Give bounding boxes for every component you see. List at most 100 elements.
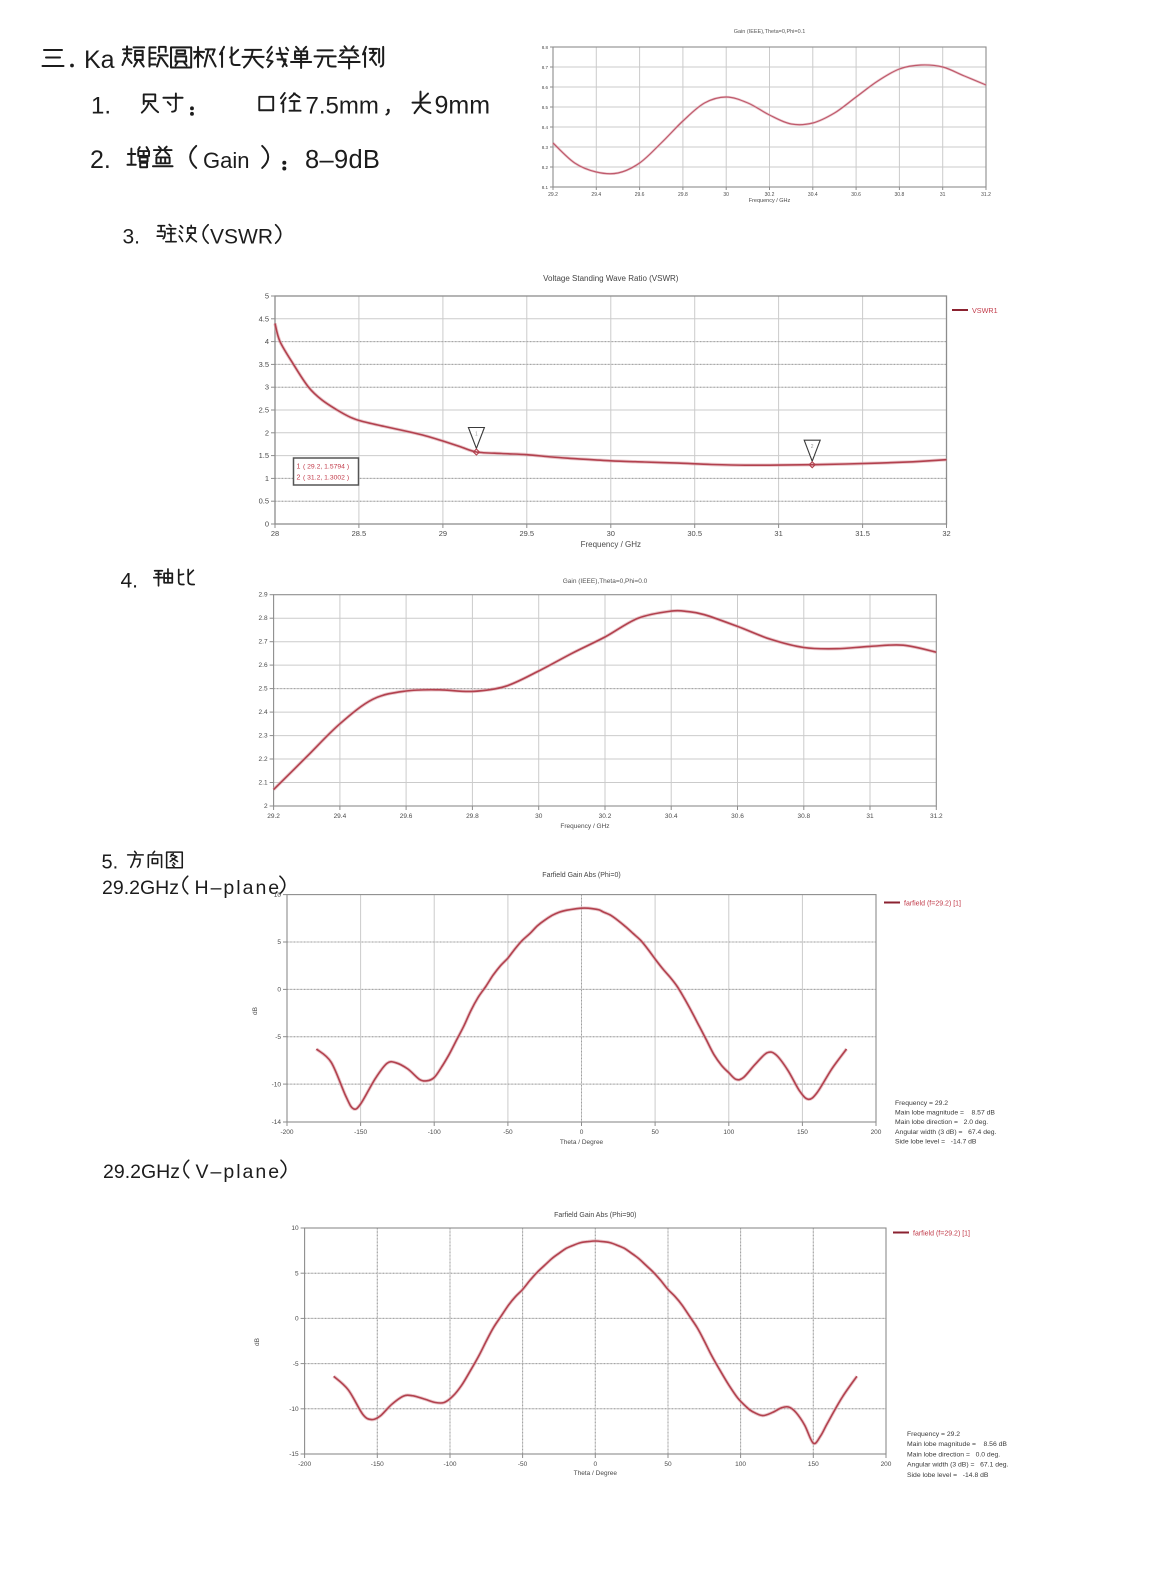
svg-text:1: 1 [297, 464, 301, 471]
svg-text:29.6: 29.6 [400, 813, 413, 820]
svg-text:30.4: 30.4 [665, 813, 678, 820]
svg-text:-200: -200 [280, 1129, 293, 1136]
svg-text:2.5: 2.5 [259, 686, 268, 693]
svg-text:31.5: 31.5 [855, 529, 870, 538]
svg-text:VSWR1: VSWR1 [972, 306, 998, 315]
svg-text:2.9: 2.9 [259, 592, 268, 599]
svg-text:5: 5 [277, 939, 281, 946]
svg-text:2.: 2. [90, 146, 111, 174]
svg-text:0: 0 [265, 520, 269, 529]
svg-text:30.2: 30.2 [765, 192, 775, 198]
svg-text:Ka: Ka [84, 46, 115, 74]
svg-text:2.4: 2.4 [259, 709, 268, 716]
svg-text:2: 2 [811, 444, 814, 450]
svg-text:Main lobe magnitude = 8.57: Main lobe magnitude = 8.57 dB [895, 1110, 995, 1117]
svg-text:Frequency = 29.2: Frequency = 29.2 [907, 1431, 960, 1438]
svg-text:2: 2 [265, 428, 269, 437]
svg-text:3.: 3. [123, 225, 141, 248]
svg-text:8.8: 8.8 [542, 45, 549, 50]
svg-text:-150: -150 [354, 1129, 367, 1136]
svg-text:farfield (f=29.2) [1]: farfield (f=29.2) [1] [913, 1231, 970, 1238]
svg-text:8.2: 8.2 [542, 165, 549, 170]
svg-text:2.6: 2.6 [259, 662, 268, 669]
svg-text:3: 3 [265, 383, 269, 392]
svg-text:30.6: 30.6 [731, 813, 744, 820]
svg-text:Gain (IEEE),Theta=0,Phi=0.1: Gain (IEEE),Theta=0,Phi=0.1 [734, 29, 806, 35]
svg-text:3.5: 3.5 [259, 360, 269, 369]
svg-text:50: 50 [664, 1461, 672, 1468]
svg-text:30.8: 30.8 [797, 813, 810, 820]
svg-text:-10: -10 [289, 1406, 299, 1413]
svg-text:Main lobe direction = 0.0 de: Main lobe direction = 0.0 deg. [907, 1451, 1000, 1458]
svg-text:2.1: 2.1 [259, 780, 268, 787]
svg-text:dB: dB [252, 1007, 259, 1015]
svg-text:8.3: 8.3 [542, 145, 549, 150]
svg-text:150: 150 [797, 1129, 808, 1136]
svg-text:31: 31 [866, 813, 874, 820]
svg-text:Theta / Degree: Theta / Degree [560, 1139, 604, 1146]
svg-text:30: 30 [535, 813, 543, 820]
svg-text:2: 2 [264, 803, 268, 810]
svg-text:29.2: 29.2 [267, 813, 280, 820]
svg-text:30.8: 30.8 [895, 192, 905, 198]
svg-text:Angular width (3 dB) = 67.4: Angular width (3 dB) = 67.4 deg. [895, 1129, 997, 1136]
svg-text:0: 0 [277, 987, 281, 994]
svg-text:29.2GHz: 29.2GHz [102, 877, 179, 899]
svg-text:Frequency / GHz: Frequency / GHz [581, 540, 641, 549]
svg-text:0: 0 [295, 1316, 299, 1323]
svg-text:31: 31 [774, 529, 782, 538]
svg-text:150: 150 [808, 1461, 819, 1468]
svg-text:dB: dB [254, 1338, 261, 1346]
svg-text:5.: 5. [102, 852, 119, 874]
svg-text:Theta / Degree: Theta / Degree [574, 1470, 618, 1477]
svg-text:-100: -100 [428, 1129, 441, 1136]
svg-text:-5: -5 [275, 1034, 281, 1041]
svg-text:30.5: 30.5 [687, 529, 702, 538]
svg-text:Frequency / GHz: Frequency / GHz [749, 198, 791, 204]
svg-text:31: 31 [940, 192, 946, 198]
svg-text:8.6: 8.6 [542, 85, 549, 90]
svg-text:-200: -200 [298, 1461, 311, 1468]
svg-text:8–9dB: 8–9dB [305, 146, 380, 174]
svg-text:10: 10 [274, 892, 282, 899]
svg-text:Farfield Gain Abs (Phi=0): Farfield Gain Abs (Phi=0) [542, 872, 620, 879]
svg-text:29.2: 29.2 [548, 192, 558, 198]
svg-text:31.2: 31.2 [930, 813, 943, 820]
svg-text:Gain (IEEE),Theta=0,Phi=0.0: Gain (IEEE),Theta=0,Phi=0.0 [563, 578, 648, 585]
svg-text:1.: 1. [91, 93, 111, 120]
svg-text:28: 28 [271, 529, 279, 538]
svg-text:1: 1 [265, 474, 269, 483]
svg-text:28.5: 28.5 [352, 529, 367, 538]
svg-text:29.4: 29.4 [334, 813, 347, 820]
svg-text:-5: -5 [293, 1361, 299, 1368]
svg-text:30.2: 30.2 [599, 813, 612, 820]
svg-text:29.5: 29.5 [519, 529, 534, 538]
svg-text:200: 200 [871, 1129, 882, 1136]
svg-text:30: 30 [607, 529, 615, 538]
svg-text:8.1: 8.1 [542, 185, 549, 190]
svg-text:Voltage Standing Wave Ratio (V: Voltage Standing Wave Ratio (VSWR) [543, 274, 679, 283]
svg-text:2.8: 2.8 [259, 615, 268, 622]
svg-text:V–plane: V–plane [196, 1161, 282, 1183]
svg-text:1.5: 1.5 [259, 451, 269, 460]
svg-text:4.: 4. [121, 570, 139, 593]
svg-text:100: 100 [723, 1129, 734, 1136]
svg-text:32: 32 [942, 529, 950, 538]
svg-text:29: 29 [439, 529, 447, 538]
svg-text:Main lobe direction = 2.0 de: Main lobe direction = 2.0 deg. [895, 1119, 988, 1126]
svg-text:Side lobe level = -14.8 dB: Side lobe level = -14.8 dB [907, 1472, 989, 1479]
svg-text:5: 5 [295, 1270, 299, 1277]
svg-text:H–plane: H–plane [195, 877, 282, 899]
svg-text:31.2: 31.2 [981, 192, 991, 198]
svg-text:29.8: 29.8 [678, 192, 688, 198]
svg-text:7.5mm: 7.5mm [306, 93, 379, 120]
svg-text:50: 50 [651, 1129, 659, 1136]
svg-text:29.8: 29.8 [466, 813, 479, 820]
svg-text:1: 1 [475, 432, 478, 438]
svg-text:2.2: 2.2 [259, 756, 268, 763]
svg-text:Angular width (3 dB) = 67.1: Angular width (3 dB) = 67.1 deg. [907, 1462, 1009, 1469]
svg-text:( 31.2, 1.3002 ): ( 31.2, 1.3002 ) [303, 475, 349, 482]
svg-text:0.5: 0.5 [259, 497, 269, 506]
svg-text:5: 5 [265, 292, 269, 301]
svg-text:8.5: 8.5 [542, 105, 549, 110]
